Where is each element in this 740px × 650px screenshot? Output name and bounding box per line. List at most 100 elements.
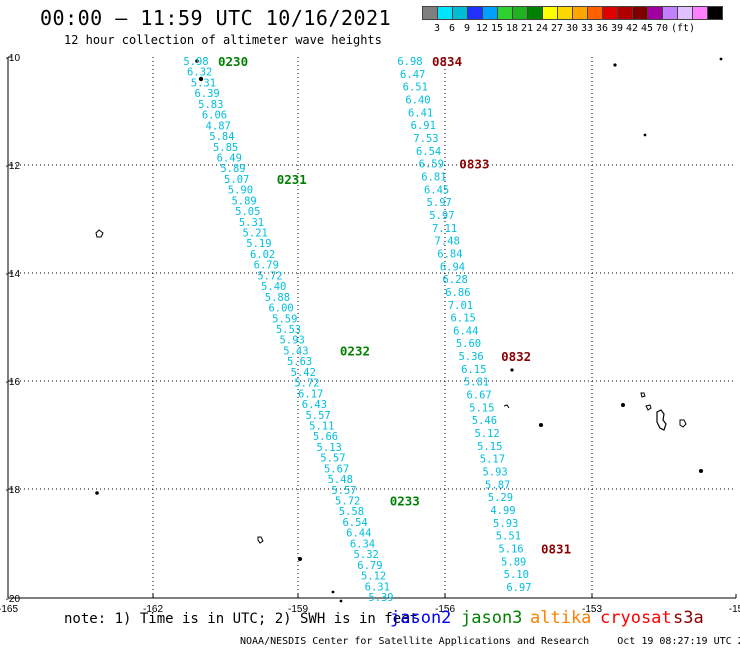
wave-height-value: 6.45 bbox=[424, 184, 449, 196]
island bbox=[656, 409, 667, 431]
lon-label: -162 bbox=[143, 604, 163, 615]
wave-height-value: 5.39 bbox=[368, 592, 393, 604]
wave-height-value: 6.54 bbox=[342, 517, 367, 529]
wave-height-value: 5.31 bbox=[239, 217, 264, 229]
wave-height-value: 5.11 bbox=[309, 421, 334, 433]
pass-time-label: 0230 bbox=[218, 54, 248, 69]
wave-height-value: 6.59 bbox=[419, 159, 444, 171]
wave-height-value: 6.51 bbox=[403, 82, 428, 94]
colorbar-label: 36 bbox=[595, 23, 609, 34]
wave-height-value: 5.72 bbox=[257, 270, 282, 282]
colorbar-label: 45 bbox=[640, 23, 654, 34]
wave-height-value: 5.17 bbox=[480, 454, 505, 466]
wave-height-value: 5.72 bbox=[335, 496, 360, 508]
pass-time-label: 0831 bbox=[541, 542, 571, 557]
wave-height-value: 5.93 bbox=[482, 467, 507, 479]
pass-time-label: 0832 bbox=[501, 349, 531, 364]
wave-height-value: 5.58 bbox=[339, 506, 364, 518]
lon-label: -15 bbox=[729, 604, 740, 615]
wave-height-value: 5.53 bbox=[276, 324, 301, 336]
island bbox=[257, 536, 264, 544]
island bbox=[679, 419, 687, 428]
map-grid: -10 -12 -14 -16 -18 -20-165 -162 -159 -156 -153 -1… bbox=[0, 53, 740, 615]
pass-time-label: 0232 bbox=[340, 343, 370, 358]
wave-height-value: 5.98 bbox=[183, 56, 208, 68]
island bbox=[198, 76, 204, 82]
wave-height-value: 6.44 bbox=[346, 528, 371, 540]
wave-height-value: 5.29 bbox=[488, 492, 513, 504]
wave-height-value: 6.86 bbox=[445, 287, 470, 299]
colorbar-label: 42 bbox=[625, 23, 639, 34]
wave-height-value: 5.72 bbox=[294, 378, 319, 390]
units-note: note: 1) Time is in UTC; 2) SWH is in fe… bbox=[64, 611, 419, 627]
wave-height-value: 7.53 bbox=[413, 133, 438, 145]
colorbar-label: 6 bbox=[448, 23, 456, 34]
wave-height-value: 5.67 bbox=[324, 463, 349, 475]
wave-height-value: 5.81 bbox=[464, 377, 489, 389]
wave-height-value: 5.19 bbox=[246, 238, 271, 250]
wave-height-value: 6.44 bbox=[453, 325, 478, 337]
wave-height-value: 6.67 bbox=[466, 390, 491, 402]
lat-label: -12 bbox=[6, 161, 21, 172]
colorbar-label: 15 bbox=[490, 23, 504, 34]
island bbox=[95, 229, 104, 238]
island bbox=[645, 404, 652, 411]
island bbox=[510, 368, 514, 372]
wave-height-value: 6.00 bbox=[268, 303, 293, 315]
wave-height-value: 6.84 bbox=[437, 248, 462, 260]
wave-height-value: 5.97 bbox=[429, 210, 454, 222]
wave-height-value: 5.93 bbox=[493, 518, 518, 530]
wave-height-value: 5.36 bbox=[458, 351, 483, 363]
footer-timestamp: Oct 19 08:27:19 UTC 2021 bbox=[617, 636, 740, 647]
wave-height-value: 6.81 bbox=[421, 172, 446, 184]
wave-height-value: 5.31 bbox=[191, 77, 216, 89]
wave-height-value: 5.12 bbox=[361, 571, 386, 583]
pass-time-label: 0231 bbox=[277, 172, 307, 187]
colorbar-label: 27 bbox=[550, 23, 564, 34]
island bbox=[621, 403, 625, 407]
pass-time-label: 0833 bbox=[459, 157, 489, 172]
wave-height-value: 5.63 bbox=[287, 356, 312, 368]
wave-height-value: 5.60 bbox=[456, 338, 481, 350]
colorbar-label: 18 bbox=[505, 23, 519, 34]
wave-height-value: 6.41 bbox=[408, 107, 433, 119]
wave-height-value: 5.05 bbox=[235, 206, 260, 218]
wave-height-value: 5.15 bbox=[477, 441, 502, 453]
island bbox=[339, 599, 343, 603]
satellite-cryosat: cryosat bbox=[600, 608, 672, 628]
wave-height-value: 6.94 bbox=[440, 261, 465, 273]
wave-height-value: 5.42 bbox=[291, 367, 316, 379]
altimeter-tracks: 5.986.325.316.395.836.064.875.845.856.49… bbox=[183, 54, 571, 604]
island bbox=[195, 59, 199, 63]
wave-height-value: 6.54 bbox=[416, 146, 441, 158]
wave-height-value: 7.01 bbox=[448, 300, 473, 312]
colorbar-label: 24 bbox=[535, 23, 549, 34]
wave-height-value: 5.13 bbox=[317, 442, 342, 454]
satellite-jason3: jason3 bbox=[461, 608, 523, 628]
colorbar-label: 9 bbox=[463, 23, 471, 34]
colorbar-label: 39 bbox=[610, 23, 624, 34]
colorbar-label: 3 bbox=[433, 23, 441, 34]
island bbox=[95, 491, 99, 495]
wave-height-value: 5.12 bbox=[474, 428, 499, 440]
wave-height-value: 5.43 bbox=[283, 345, 308, 357]
lat-label: -20 bbox=[6, 594, 21, 605]
wave-height-value: 5.90 bbox=[228, 185, 253, 197]
satellite-jason2: jason2 bbox=[390, 608, 452, 628]
wave-height-value: 6.32 bbox=[187, 67, 212, 79]
wave-height-value: 5.87 bbox=[485, 479, 510, 491]
wave-height-value: 5.16 bbox=[498, 544, 523, 556]
wave-height-value: 5.89 bbox=[501, 556, 526, 568]
wave-height-value: 6.02 bbox=[250, 249, 275, 261]
island bbox=[298, 557, 302, 561]
wave-height-value: 5.97 bbox=[427, 197, 452, 209]
colorbar-swatch bbox=[707, 6, 723, 20]
lat-label: -10 bbox=[6, 53, 21, 64]
island bbox=[640, 392, 646, 398]
wave-height-value: 5.85 bbox=[213, 142, 238, 154]
wave-height-value: 5.89 bbox=[231, 195, 256, 207]
wave-height-value: 5.10 bbox=[504, 569, 529, 581]
wave-height-value: 5.83 bbox=[198, 99, 223, 111]
wave-height-value: 5.46 bbox=[472, 415, 497, 427]
wave-height-value: 6.17 bbox=[298, 388, 323, 400]
